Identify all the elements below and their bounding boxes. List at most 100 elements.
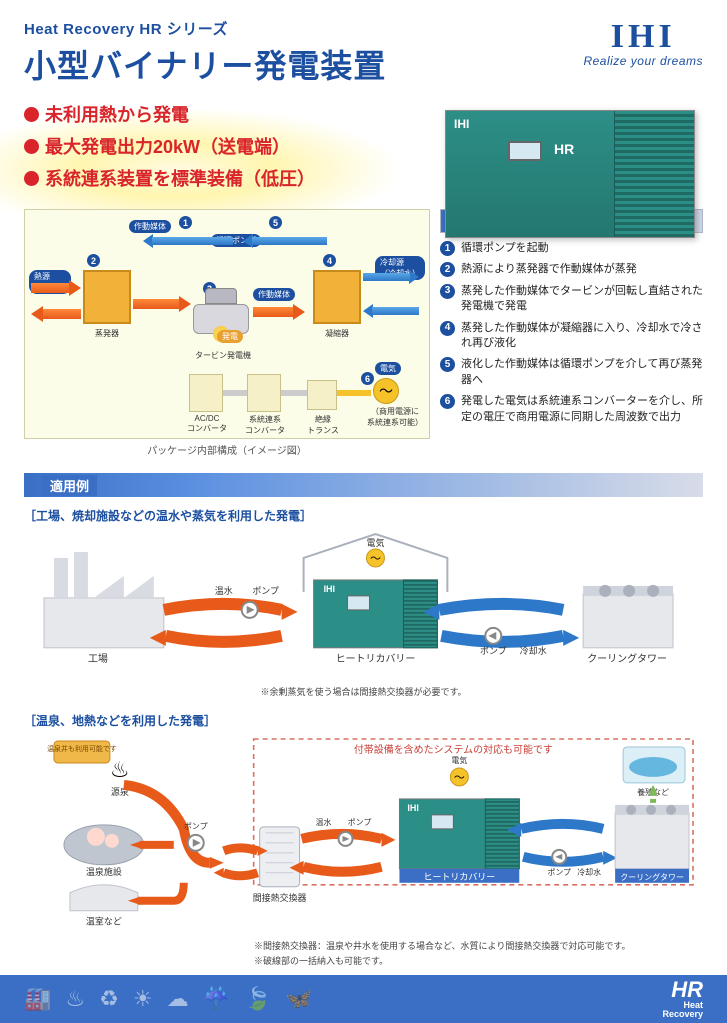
cooling-tower-icon — [615, 813, 689, 869]
bullet-text: 系統連系装置を標準装備（低圧） — [45, 165, 315, 191]
svg-text:電気: 電気 — [451, 755, 467, 765]
leaf-icon: 🍃 — [244, 986, 271, 1012]
hot-arrow-icon — [253, 304, 305, 320]
diagram-step-num: 5 — [269, 216, 282, 229]
step-num-icon: 6 — [440, 394, 455, 409]
bullet-text: 最大発電出力20kW（送電端） — [45, 133, 290, 159]
butterfly-icon: 🦋 — [285, 986, 312, 1012]
brand-tagline: Realize your dreams — [583, 54, 703, 68]
hr-unit-label: ヒートリカバリー — [423, 872, 495, 882]
step-text: 熱源により蒸発器で作動媒体が蒸発 — [461, 262, 703, 277]
step-num-icon: 4 — [440, 321, 455, 336]
cool-label: 冷却水 — [520, 645, 547, 656]
applications-title: 適用例 — [42, 475, 97, 496]
svg-text:ポンプ: ポンプ — [348, 818, 372, 827]
dashed-note: 付帯設備を含めたシステムの対応も可能です — [354, 743, 553, 756]
cooling-tower-icon — [583, 585, 673, 648]
electricity-tag: 電気 — [375, 362, 401, 375]
hot-pipe-icon — [164, 604, 282, 610]
working-fluid-tag-2: 作動媒体 — [253, 288, 295, 301]
pump-label: ポンプ — [252, 586, 279, 596]
case1-figure: 工場 温水 ポンプ 電気 〜 IHI ヒートリカバリー 冷却水 ポ — [24, 528, 703, 678]
bullet-dot-icon — [24, 171, 39, 186]
brand-logo: IHI — [583, 18, 703, 56]
diagram-caption: パッケージ内部構成（イメージ図） — [24, 442, 430, 457]
rain-icon: ☔ — [203, 986, 230, 1012]
working-fluid-tag: 作動媒体 — [129, 220, 171, 233]
applications-bar: 適用例 — [24, 473, 703, 497]
electricity-note: （商用電源に系統連系可能） — [363, 406, 427, 428]
cold-arrow-icon — [243, 234, 327, 248]
svg-text:〜: 〜 — [454, 772, 465, 784]
flow-step: 1 循環ポンプを起動 — [440, 241, 703, 256]
heat-exchanger-icon — [260, 827, 300, 887]
hex-label: 間接熱交換器 — [253, 892, 307, 903]
case2-figure: 付帯設備を含めたシステムの対応も可能です 温泉井も利用可能です ♨ 源泉 温泉施… — [24, 733, 703, 933]
case1-title: ［工場、焼却施設などの温水や蒸気を利用した発電］ — [24, 507, 703, 524]
sun-icon: ☀ — [133, 986, 153, 1012]
bullet-text: 未利用熱から発電 — [45, 101, 189, 127]
svg-text:温泉井も利用可能です: 温泉井も利用可能です — [47, 744, 117, 753]
step-text: 蒸発した作動媒体が凝縮器に入り、冷却水で冷され再び液化 — [461, 321, 703, 352]
step-num-icon: 1 — [440, 241, 455, 256]
case1-note: ※余剰蒸気を使う場合は間接熱交換器が必要です。 — [24, 685, 703, 698]
evaporator-label: 蒸発器 — [85, 328, 129, 339]
svg-text:ポンプ: ポンプ — [184, 822, 208, 831]
evaporator-icon — [83, 270, 131, 324]
step-text: 蒸発した作動媒体でタービンが回転し直結された発電機で発電 — [461, 284, 703, 315]
case2-title: ［温泉、地熱などを利用した発電］ — [24, 712, 703, 729]
cool-pipe-icon — [439, 604, 563, 610]
step-num-icon: 5 — [440, 357, 455, 372]
acdc-label: AC/DCコンバータ — [181, 414, 233, 434]
onsen-icon: ♨ — [65, 986, 85, 1012]
diagram-step-num: 6 — [361, 372, 374, 385]
hot-label: 温水 — [215, 585, 233, 596]
condenser-icon — [313, 270, 361, 324]
spa-label: 温泉施設 — [86, 866, 122, 877]
pump-label: ポンプ — [480, 646, 507, 656]
tower-label: クーリングタワー — [587, 652, 667, 665]
co2-icon: ☁ — [167, 986, 189, 1012]
svg-text:冷却水: 冷却水 — [577, 867, 601, 877]
hot-arrow-icon — [31, 306, 81, 322]
svg-text:IHI: IHI — [407, 803, 418, 813]
case2-note-2: ※破線部の一括納入も可能です。 — [254, 954, 703, 967]
product-screen — [508, 141, 542, 161]
gen-mark-tag: 発電 — [217, 330, 243, 343]
svg-text:〜: 〜 — [370, 553, 381, 565]
flow-step: 6 発電した電気は系統連系コンバーターを介し、所定の電圧で商用電源に同期した周波数… — [440, 394, 703, 425]
footer-bar: 🏭 ♨ ♻ ☀ ☁ ☔ 🍃 🦋 HR HeatRecovery — [0, 975, 727, 1023]
footer-hr: HR — [662, 979, 703, 1001]
step-text: 液化した作動媒体は循環ポンプを介して再び蒸発器へ — [461, 357, 703, 388]
flow-step: 3 蒸発した作動媒体でタービンが回転し直結された発電機で発電 — [440, 284, 703, 315]
factory-icon: 🏭 — [24, 986, 51, 1012]
tower-label: クーリングタワー — [620, 872, 684, 882]
greenhouse-label: 温室など — [86, 915, 122, 926]
step-text: 発電した電気は系統連系コンバーターを介し、所定の電圧で商用電源に同期した周波数で… — [461, 394, 703, 425]
acdc-box-icon — [189, 374, 223, 412]
factory-icon — [44, 552, 164, 648]
condenser-label: 凝縮器 — [315, 328, 359, 339]
diagram-step-num: 4 — [323, 254, 336, 267]
step-text: 循環ポンプを起動 — [461, 241, 703, 256]
footer-hr-sub: HeatRecovery — [662, 1001, 703, 1019]
product-model: HR — [554, 141, 574, 157]
hr-unit-label: ヒートリカバリー — [336, 653, 416, 665]
product-badge: IHI — [454, 117, 469, 131]
turbine-label: タービン発電機 — [185, 350, 261, 361]
flow-step: 4 蒸発した作動媒体が凝縮器に入り、冷却水で冷され再び液化 — [440, 321, 703, 352]
svg-text:温水: 温水 — [316, 817, 332, 827]
diagram-step-num: 1 — [179, 216, 192, 229]
case2-note-1: ※間接熱交換器：温泉や井水を使用する場合など、水質により間接熱交換器で対応可能で… — [254, 939, 703, 952]
page-title: 小型バイナリー発電装置 — [24, 41, 583, 87]
trans-box-icon — [307, 380, 337, 410]
hot-arrow-icon — [133, 296, 191, 312]
svg-text:ポンプ: ポンプ — [547, 868, 571, 877]
product-image: IHI HR — [445, 110, 695, 238]
flow-steps-list: 1 循環ポンプを起動 2熱源により蒸発器で作動媒体が蒸発 3 蒸発した作動媒体でター… — [440, 241, 703, 425]
package-diagram: 熱源（温水） 冷却源（冷却水） 作動媒体 循環ポンプ 作動媒体 1 5 2 3 … — [24, 209, 430, 439]
step-num-icon: 3 — [440, 284, 455, 299]
flow-step: 2熱源により蒸発器で作動媒体が蒸発 — [440, 262, 703, 277]
footer-icons: 🏭 ♨ ♻ ☀ ☁ ☔ 🍃 🦋 — [24, 986, 313, 1012]
onsen-icon: ♨ — [110, 757, 130, 782]
